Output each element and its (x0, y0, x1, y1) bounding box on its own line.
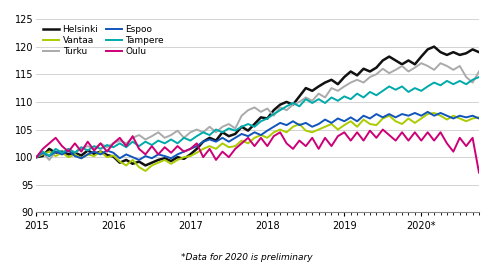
Vantaa (418, 117, 424, 120)
Helsinki (174, 156, 180, 159)
Vantaa (174, 158, 180, 161)
Helsinki (284, 100, 289, 104)
Turku (425, 64, 431, 68)
Tampere (34, 156, 40, 159)
Vantaa (142, 169, 148, 173)
Helsinki (136, 160, 142, 163)
Vantaa (91, 154, 97, 158)
Tampere (406, 90, 412, 94)
Helsinki (226, 135, 232, 138)
Espoo (418, 114, 424, 117)
Line: Oulu: Oulu (37, 130, 479, 173)
Espoo (34, 156, 40, 159)
Oulu (136, 147, 142, 151)
Espoo (226, 140, 232, 143)
Oulu (418, 139, 424, 142)
Oulu (34, 156, 40, 159)
Line: Turku: Turku (37, 63, 479, 160)
Helsinki (418, 55, 424, 58)
Helsinki (142, 164, 148, 167)
Oulu (412, 131, 418, 134)
Turku (226, 122, 232, 126)
Espoo (142, 154, 148, 158)
Line: Tampere: Tampere (37, 77, 479, 157)
Text: *Data for 2020 is preliminary: *Data for 2020 is preliminary (181, 253, 313, 262)
Helsinki (431, 45, 437, 48)
Turku (34, 156, 40, 159)
Turku (142, 138, 148, 141)
Vantaa (34, 156, 40, 159)
Espoo (476, 117, 482, 120)
Espoo (284, 123, 289, 127)
Line: Vantaa: Vantaa (37, 113, 479, 171)
Oulu (476, 171, 482, 174)
Turku (98, 142, 104, 145)
Turku (418, 62, 424, 65)
Tampere (476, 76, 482, 79)
Oulu (277, 131, 283, 134)
Line: Helsinki: Helsinki (37, 47, 479, 165)
Helsinki (476, 51, 482, 54)
Espoo (174, 153, 180, 156)
Turku (174, 129, 180, 132)
Vantaa (136, 166, 142, 169)
Tampere (136, 144, 142, 148)
Turku (46, 158, 52, 161)
Tampere (277, 109, 283, 112)
Turku (476, 70, 482, 73)
Turku (284, 109, 289, 112)
Oulu (91, 149, 97, 152)
Vantaa (476, 116, 482, 119)
Oulu (380, 128, 386, 131)
Vantaa (431, 111, 437, 114)
Espoo (91, 150, 97, 153)
Tampere (412, 86, 418, 90)
Espoo (425, 110, 431, 113)
Tampere (168, 138, 174, 141)
Oulu (168, 151, 174, 154)
Helsinki (91, 152, 97, 156)
Line: Espoo: Espoo (37, 112, 479, 160)
Helsinki (34, 156, 40, 159)
Tampere (149, 143, 155, 147)
Vantaa (226, 146, 232, 149)
Vantaa (284, 131, 289, 134)
Legend: Helsinki, Vantaa, Turku, Espoo, Tampere, Oulu: Helsinki, Vantaa, Turku, Espoo, Tampere,… (40, 23, 167, 59)
Espoo (136, 158, 142, 161)
